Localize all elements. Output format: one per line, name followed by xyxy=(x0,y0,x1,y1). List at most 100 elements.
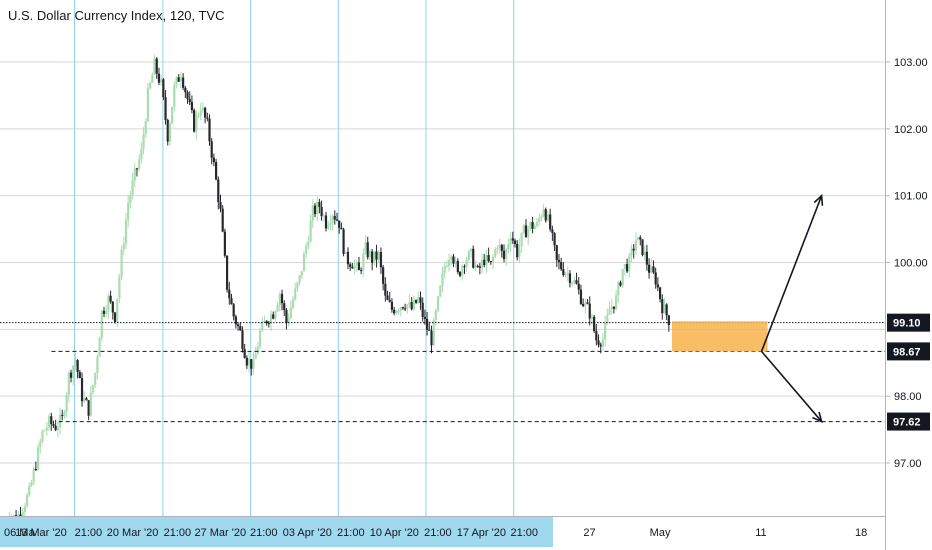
candle xyxy=(450,254,453,266)
candle xyxy=(555,244,558,268)
candle-body xyxy=(342,229,345,254)
candle-body xyxy=(190,101,194,111)
y-axis[interactable]: 103.00 102.00 101.00 100.00 98.00 97.00 99.10 9… xyxy=(885,0,932,550)
candle xyxy=(146,82,150,123)
candle xyxy=(162,77,165,101)
candle xyxy=(324,211,328,232)
candle-body xyxy=(360,270,363,272)
x-tick-label: 21:00 xyxy=(510,527,538,539)
candle-body xyxy=(661,299,664,314)
candle-body xyxy=(131,180,134,195)
candle xyxy=(441,266,444,293)
candle-body xyxy=(252,358,255,369)
candle xyxy=(236,322,240,331)
candle-body xyxy=(507,244,510,250)
candle xyxy=(23,503,26,517)
candle-body xyxy=(390,301,394,310)
candle-body xyxy=(443,266,446,274)
candle-body xyxy=(590,316,594,319)
candle xyxy=(533,223,536,230)
candle xyxy=(577,277,580,295)
candle-body xyxy=(45,427,48,431)
candle-body xyxy=(204,107,207,118)
arrow-down[interactable] xyxy=(760,350,823,423)
y-tick-label: 102.00 xyxy=(894,124,928,136)
arrow-up-shaft xyxy=(760,195,823,352)
candle xyxy=(331,214,334,231)
candle xyxy=(447,253,451,272)
candle-body xyxy=(553,233,556,246)
x-tick-label: 11 xyxy=(755,527,766,539)
candle-body xyxy=(173,85,176,107)
candle-body xyxy=(366,242,369,258)
candle xyxy=(632,243,635,259)
candle xyxy=(436,295,440,313)
y-axis-background xyxy=(885,0,932,550)
candle-body xyxy=(56,427,59,431)
candle-body xyxy=(23,506,26,513)
candle-body xyxy=(265,321,268,324)
candle-body xyxy=(656,284,659,288)
candle xyxy=(397,308,400,315)
candle-body xyxy=(102,310,106,314)
candle xyxy=(186,90,189,104)
candle-body xyxy=(144,120,147,135)
candle xyxy=(388,291,391,303)
candle-body xyxy=(214,162,218,180)
candle-body xyxy=(463,266,466,268)
candle-body xyxy=(586,302,589,304)
price-badge-98-67[interactable]: 98.67 xyxy=(887,342,930,361)
candle xyxy=(465,256,468,272)
candle xyxy=(54,419,57,432)
candle-body xyxy=(344,251,347,254)
candle-body xyxy=(87,400,90,416)
candle xyxy=(171,106,174,125)
x-tick-label: 21:00 xyxy=(164,527,192,539)
candle-body xyxy=(476,265,479,267)
candle-body xyxy=(417,297,420,303)
candle-body xyxy=(621,269,624,286)
candle xyxy=(25,492,29,508)
candle xyxy=(69,369,73,383)
candle xyxy=(107,293,110,319)
candle xyxy=(153,54,156,76)
candle xyxy=(105,304,108,318)
candle xyxy=(311,199,314,229)
candle-body xyxy=(469,248,473,252)
candle-body xyxy=(667,315,670,326)
candle xyxy=(344,251,347,255)
candle xyxy=(368,248,372,261)
candle-body xyxy=(505,249,508,260)
arrow-up[interactable] xyxy=(760,193,824,352)
candle xyxy=(274,309,277,322)
candle-body xyxy=(349,264,352,267)
candle xyxy=(250,359,253,376)
candle xyxy=(516,240,519,261)
candle-body xyxy=(43,430,46,432)
candle xyxy=(239,322,242,332)
x-tick-label: 21:00 xyxy=(337,527,365,539)
candle xyxy=(654,267,657,289)
candle xyxy=(307,235,310,250)
candle xyxy=(406,304,409,314)
candle xyxy=(144,117,147,138)
y-tick-label: 103.00 xyxy=(894,57,928,69)
candle-body xyxy=(283,303,286,311)
candle xyxy=(520,232,523,253)
price-badge-97-62[interactable]: 97.62 xyxy=(887,412,930,431)
candle xyxy=(371,248,374,271)
candle-body xyxy=(483,259,486,266)
candle xyxy=(225,255,229,293)
candle-body xyxy=(50,416,53,425)
candle xyxy=(474,260,477,272)
candle-body xyxy=(98,338,101,357)
candle xyxy=(32,466,35,486)
candle xyxy=(318,198,321,214)
candle xyxy=(639,235,642,246)
candle-body xyxy=(382,267,385,284)
candle xyxy=(41,429,44,444)
price-badge-99-10[interactable]: 99.10 xyxy=(887,313,930,332)
target-zone[interactable] xyxy=(671,321,768,352)
